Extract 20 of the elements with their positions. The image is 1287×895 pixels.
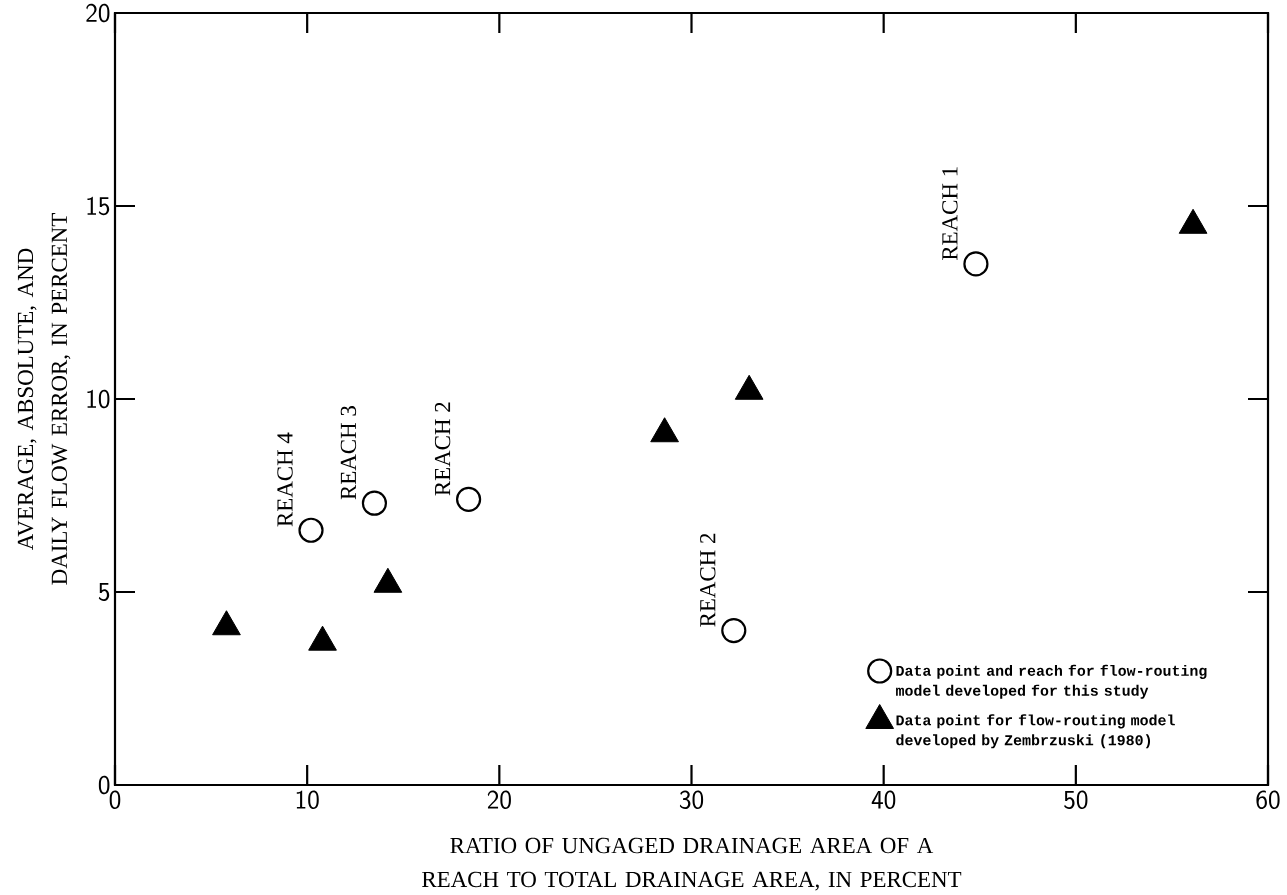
annotation: REACH 2 — [434, 402, 451, 496]
x-tick-label: 20 — [487, 790, 511, 810]
y-axis-title: AVERAGE, ABSOLUTE, AND DAILY FLOW ERROR, IN PERCENT — [17, 213, 71, 585]
legend-label: Data point and reach for flow-routing model developed for this study — [896, 664, 1207, 699]
x-tick-label: 50 — [1064, 790, 1088, 810]
x-tick-label: 40 — [871, 790, 896, 810]
x-tick-label: 60 — [1256, 790, 1280, 810]
y-tick-label: 10 — [87, 389, 110, 409]
x-axis-title: RATIO OF UNGAGED DRAINAGE AREA OF A REACH TO TOTAL DRAINAGE AREA, IN PERCENT — [422, 837, 962, 891]
annotation: REACH 4 — [277, 432, 293, 527]
y-tick-label: 5 — [98, 582, 110, 602]
y-tick-label: 0 — [98, 775, 110, 795]
legend-label: Data point for flow-routing model developed by Zembrzuski (1980) — [896, 714, 1175, 749]
y-tick-label: 15 — [87, 196, 110, 216]
annotation: REACH 2 — [700, 533, 716, 627]
annotation: REACH 3 — [340, 406, 357, 500]
x-tick-label: 30 — [679, 790, 704, 810]
annotation: REACH 1 — [942, 167, 958, 261]
y-tick-label: 20 — [86, 3, 110, 23]
x-tick-label: 10 — [296, 790, 319, 810]
